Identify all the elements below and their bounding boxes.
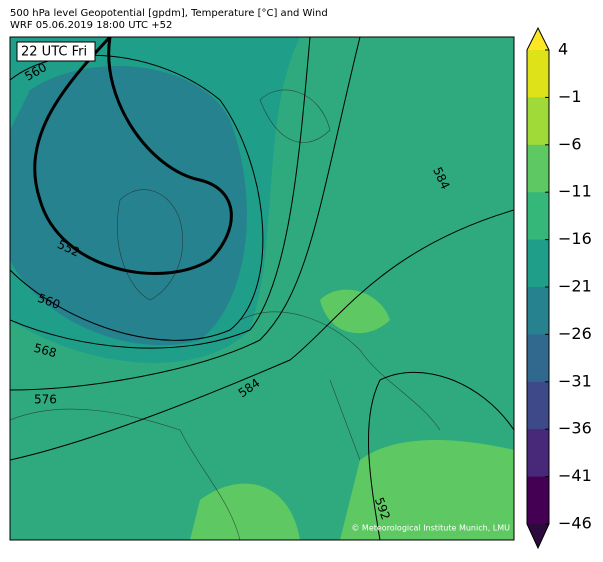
colorbar-band: [527, 192, 549, 241]
colorbar-tick-label: −41: [558, 466, 592, 485]
colorbar-tick-label: −6: [558, 134, 582, 153]
colorbar: 4 −1 −6 −11 −16 −21 −26 −31 −36 −41 −46: [526, 26, 592, 550]
colorbar-extend: [527, 524, 549, 548]
map: 22 UTC Fri 560 552 560 568 576 584 584 5…: [9, 36, 515, 541]
colorbar-tick-label: −21: [558, 277, 592, 296]
cold-core: [10, 66, 247, 346]
subtitle: WRF 05.06.2019 18:00 UTC +52: [10, 20, 172, 31]
colorbar-tick-label: −36: [558, 419, 592, 438]
map-frame: [9, 36, 515, 541]
contours: [10, 37, 514, 540]
colorbar-band: [527, 334, 549, 383]
colorbar-extend: [527, 28, 549, 50]
colorbar-band: [527, 287, 549, 335]
colorbar-band: [527, 97, 549, 146]
warm-patch: [190, 483, 300, 540]
colorbar-tick-label: −16: [558, 229, 592, 248]
colorbar-band: [527, 239, 549, 288]
time-label: 22 UTC Fri: [21, 45, 87, 60]
colorbar-tick-label: −26: [558, 324, 592, 343]
colorbar-tick-label: −46: [558, 514, 592, 533]
warm-patch: [340, 440, 514, 540]
colorbar-band: [527, 476, 549, 525]
colorbar-band: [527, 381, 549, 430]
contour-label: 568: [32, 341, 58, 360]
warm-patch: [320, 289, 390, 334]
colorbar-band: [527, 144, 549, 193]
coastlines: [10, 89, 441, 540]
title: 500 hPa level Geopotential [gpdm], Tempe…: [10, 8, 328, 19]
colorbar-tick-label: −11: [558, 182, 592, 201]
colorbar-tick-label: −31: [558, 371, 592, 390]
contour-label: 576: [34, 393, 57, 407]
colorbar-band: [527, 429, 549, 478]
time-box: [16, 41, 96, 62]
colorbar-tick-label: −1: [558, 87, 582, 106]
colorbar-tick-label: 4: [558, 40, 568, 59]
colorbar-band: [527, 50, 549, 98]
credit: © Meteorological Institute Munich, LMU: [351, 524, 510, 533]
